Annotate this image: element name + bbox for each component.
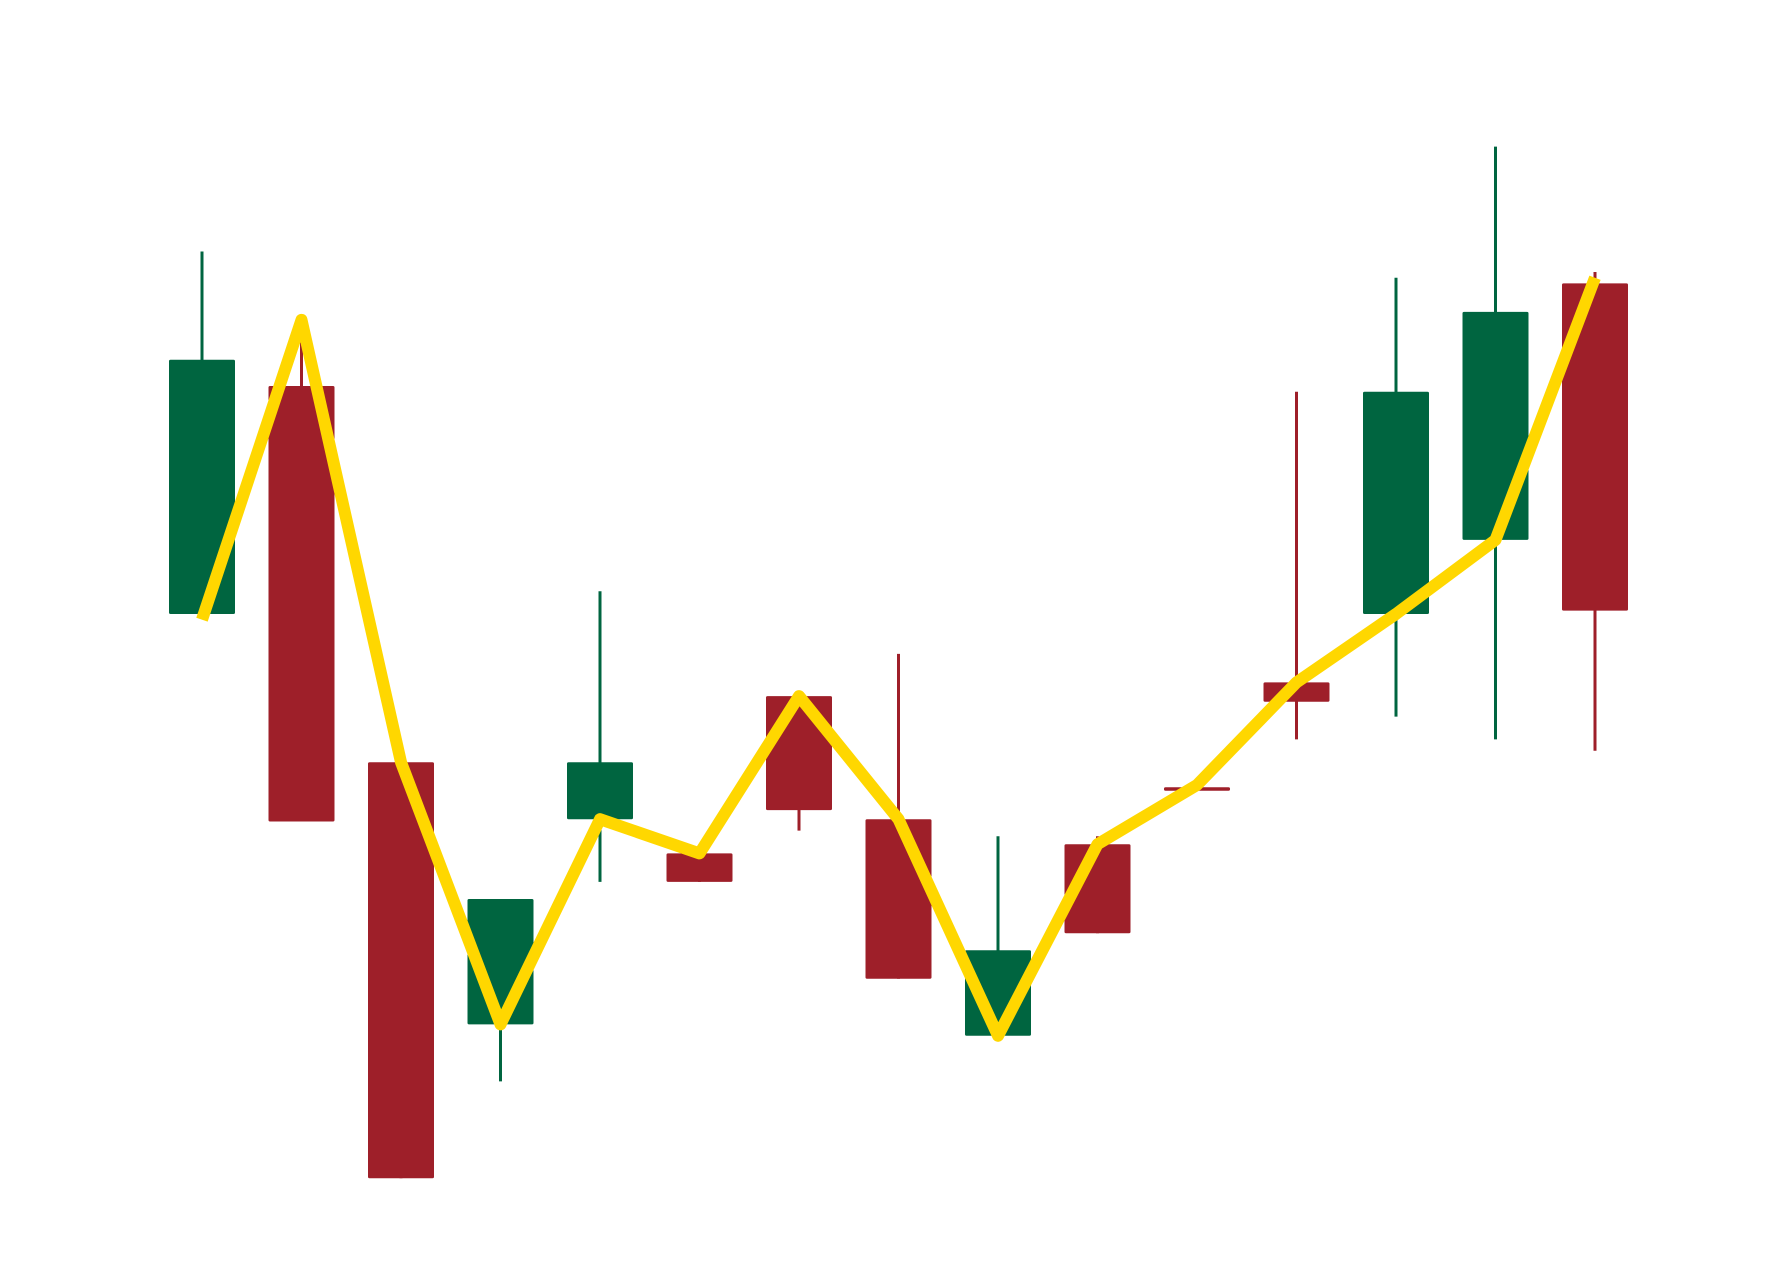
candle-2 [268, 319, 335, 822]
candle-3 [368, 762, 434, 1179]
candle-13 [1363, 277, 1429, 717]
candle-5 [567, 591, 633, 882]
overlay-line-layer [196, 275, 1601, 1042]
candle-body [368, 762, 434, 1179]
candle-15 [1562, 272, 1628, 751]
candle-body [567, 762, 633, 820]
candle-body [1363, 391, 1429, 614]
overlay-line [196, 275, 1601, 1042]
candle-body [666, 853, 733, 882]
candle-body [865, 819, 932, 979]
candle-body [169, 359, 235, 614]
candle-body [268, 386, 335, 822]
candle-1 [169, 251, 235, 614]
candle-body [1462, 311, 1529, 540]
candle-body [1562, 283, 1628, 611]
candle-body [766, 696, 832, 811]
